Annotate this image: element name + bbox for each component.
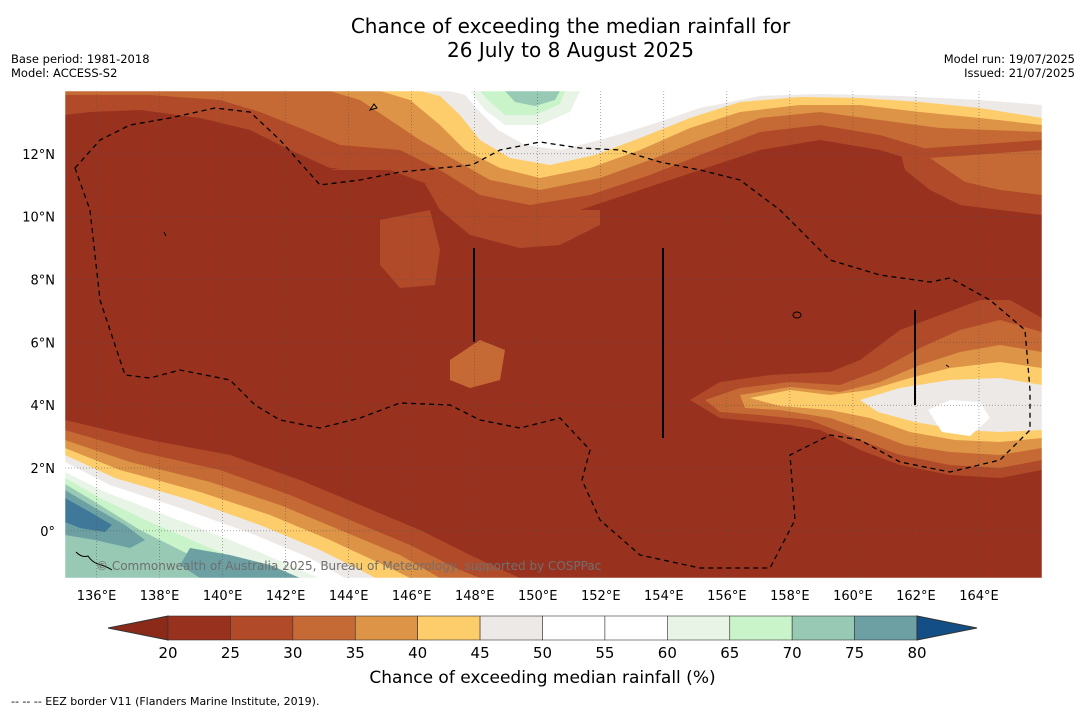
issued-label: Issued: 21/07/2025 (964, 66, 1075, 80)
lat-tick-label: 0° (40, 525, 55, 540)
colorbar-cell (230, 615, 294, 641)
lat-tick-label: 2°N (31, 462, 56, 477)
eez-border (74, 107, 1031, 569)
longitude-labels: 136°E 138°E 140°E 142°E 144°E 146°E 148°E 150°E… (77, 589, 999, 604)
lat-tick-label: 4°N (31, 399, 56, 414)
run-info: Model run: 19/07/2025 Issued: 21/07/2025 (944, 52, 1075, 80)
field-band-70-southwest (65, 484, 245, 578)
lon-tick-label: 138°E (140, 589, 180, 604)
lon-tick-label: 142°E (266, 589, 306, 604)
lat-tick-label: 12°N (22, 148, 55, 163)
lon-tick-label: 162°E (896, 589, 936, 604)
colorbar-tick-label: 75 (845, 644, 864, 662)
colorbar-under-arrow (107, 615, 169, 641)
model-label: Model: ACCESS-S2 (11, 66, 118, 80)
colorbar-tick-label: 60 (658, 644, 677, 662)
colorbar-tick-label: 70 (783, 644, 802, 662)
colorbar-tick-label: 25 (221, 644, 240, 662)
colorbar-over-arrow (916, 615, 978, 641)
colorbar-cell (167, 615, 231, 641)
lon-tick-label: 158°E (770, 589, 810, 604)
colorbar-tick-label: 45 (471, 644, 490, 662)
colorbar-cell (479, 615, 543, 641)
lon-tick-label: 164°E (959, 589, 999, 604)
lon-tick-label: 140°E (203, 589, 243, 604)
colorbar-cell (667, 615, 731, 641)
colorbar-tick-label: 20 (158, 644, 177, 662)
field-band-80-southwest (65, 498, 112, 532)
model-info: Base period: 1981-2018 Model: ACCESS-S2 (11, 52, 150, 80)
latitude-labels: 12°N 10°N 8°N 6°N 4°N 2°N 0° (22, 148, 55, 540)
lat-tick-label: 10°N (22, 211, 55, 226)
field-band-75-south (180, 548, 300, 578)
colorbar-cell (542, 615, 606, 641)
model-run-label: Model run: 19/07/2025 (943, 52, 1075, 66)
eez-source-note: -- -- -- EEZ border V11 (Flanders Marine… (11, 695, 320, 708)
colorbar-cell (729, 615, 793, 641)
colorbar-cell (292, 615, 356, 641)
colorbar-cells (167, 615, 918, 641)
colorbar: 20 25 30 35 40 45 50 55 60 65 70 75 80 (107, 615, 978, 662)
lon-tick-label: 136°E (77, 589, 117, 604)
colorbar-tick-label: 65 (720, 644, 739, 662)
colorbar-cell (791, 615, 855, 641)
field-band-25-central (330, 160, 600, 248)
lon-tick-label: 156°E (707, 589, 747, 604)
field-band-50-north (450, 91, 1042, 150)
colorbar-cell (417, 615, 481, 641)
field-band-30-spot (450, 340, 505, 388)
colorbar-cell (354, 615, 418, 641)
lon-tick-label: 144°E (329, 589, 369, 604)
colorbar-cell (854, 615, 918, 641)
lon-tick-label: 154°E (644, 589, 684, 604)
plot-frame (64, 90, 1043, 579)
colorbar-tick-label: 80 (907, 644, 926, 662)
colorbar-tick-label: 35 (346, 644, 365, 662)
lon-tick-label: 150°E (518, 589, 558, 604)
colorbar-tick-label: 40 (408, 644, 427, 662)
colorbar-tick-label: 50 (533, 644, 552, 662)
colorbar-cell (604, 615, 668, 641)
field-band-50-east (928, 400, 990, 436)
colorbar-tick-labels: 20 25 30 35 40 45 50 55 60 65 70 75 80 (158, 644, 926, 662)
lon-tick-label: 152°E (581, 589, 621, 604)
colorbar-label: Chance of exceeding median rainfall (%) (369, 668, 716, 688)
islands (75, 103, 950, 571)
field-band-25-westlobe (380, 210, 440, 288)
chart-title: Chance of exceeding the median rainfall … (0, 14, 1085, 62)
lat-tick-label: 6°N (31, 336, 56, 351)
rainfall-contour-field (65, 91, 1042, 578)
lon-tick-label: 160°E (833, 589, 873, 604)
title-line-2: 26 July to 8 August 2025 (447, 38, 694, 62)
lon-tick-label: 146°E (392, 589, 432, 604)
field-band-30-northeast (930, 150, 1042, 195)
colorbar-tick-label: 55 (595, 644, 614, 662)
field-band-70-north (505, 91, 560, 106)
title-line-1: Chance of exceeding the median rainfall … (350, 14, 791, 38)
colorbar-tick-label: 30 (283, 644, 302, 662)
copyright-notice: © Commonwealth of Australia 2025, Bureau… (96, 559, 601, 573)
lon-tick-label: 148°E (455, 589, 495, 604)
lat-tick-label: 8°N (31, 274, 56, 289)
base-period-label: Base period: 1981-2018 (11, 52, 150, 66)
field-band-75-southwest (65, 490, 145, 548)
